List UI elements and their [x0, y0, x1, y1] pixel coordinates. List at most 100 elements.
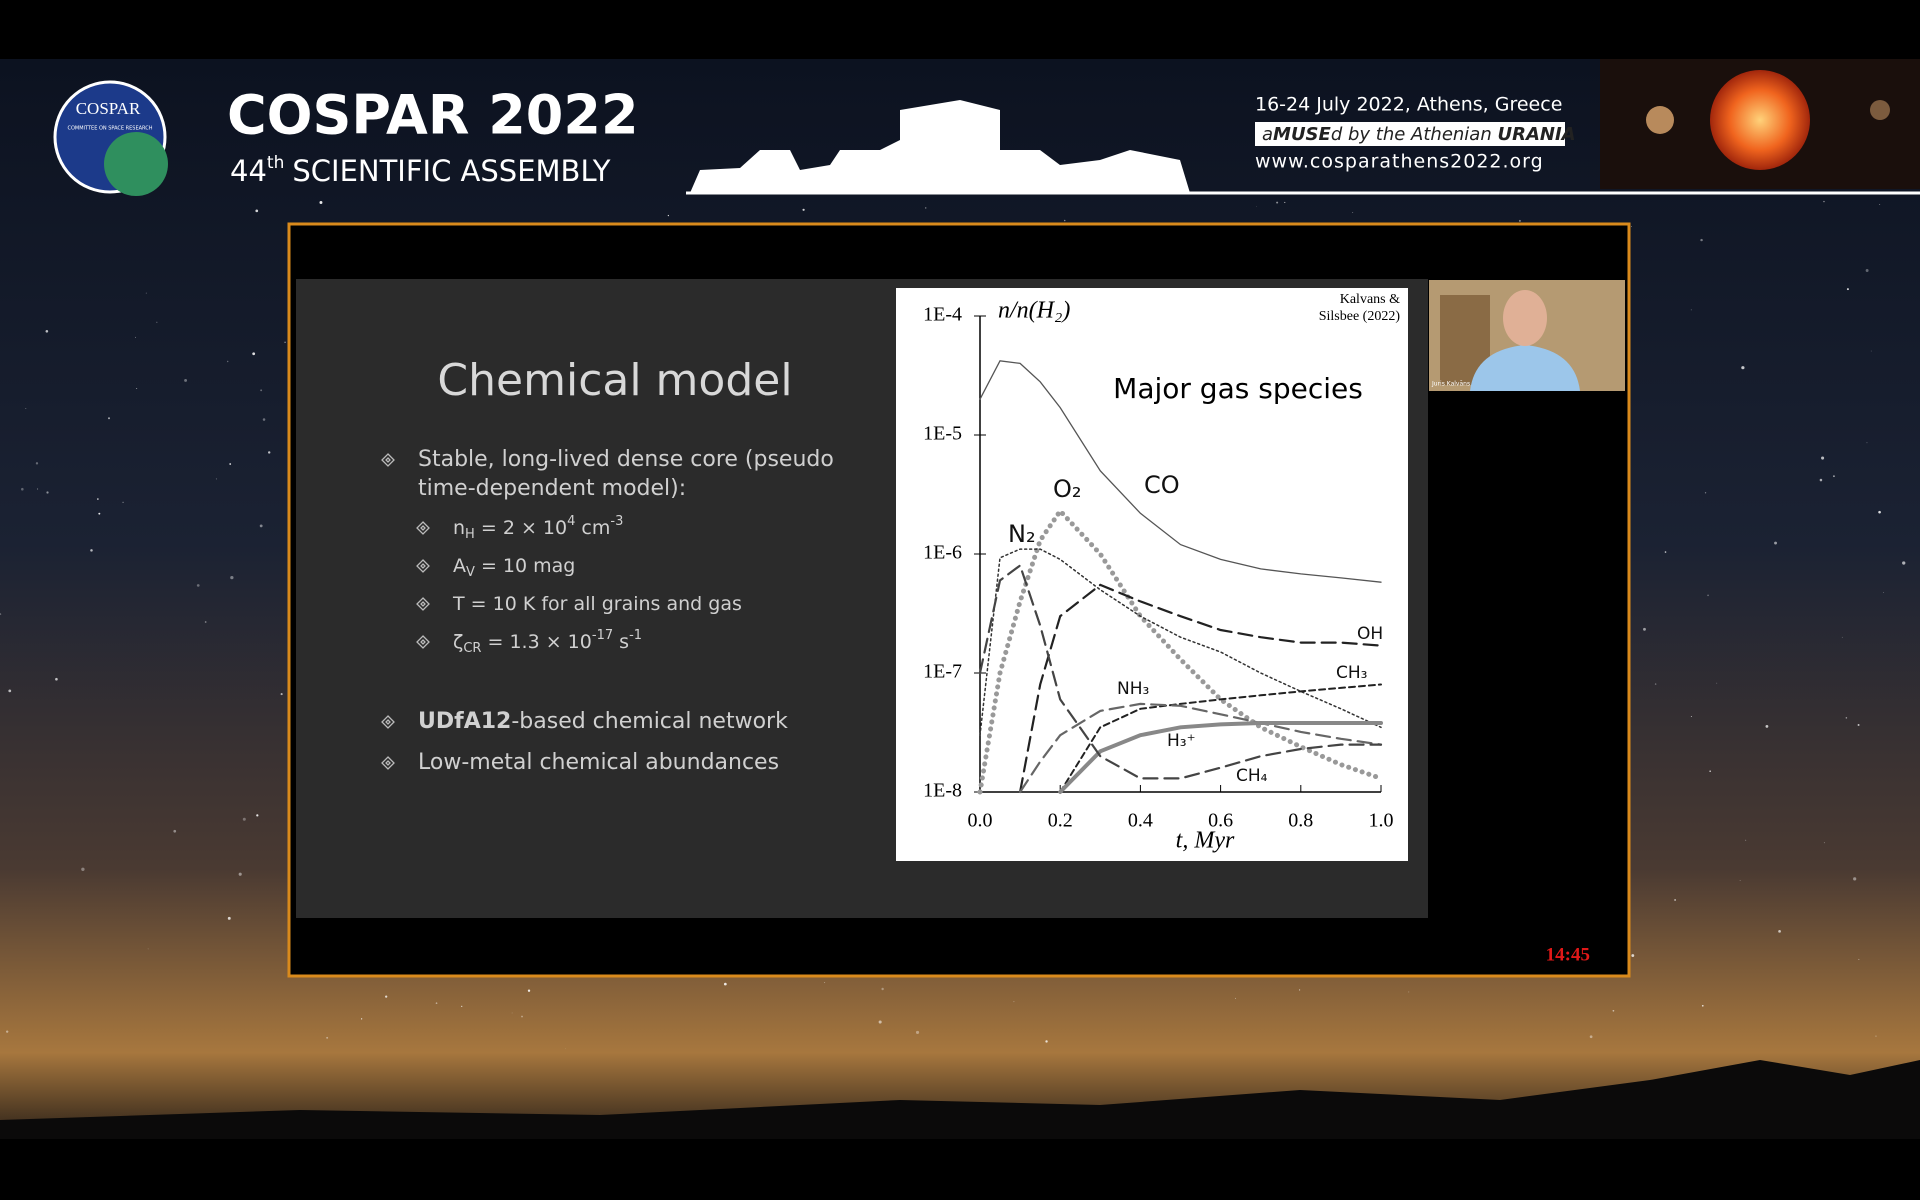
bullet-part: -3 [610, 514, 623, 529]
bullet-text: Low-metal chemical abundances [418, 750, 779, 775]
webcam-caption: Juris Kalvāns [1431, 381, 1470, 388]
star [1631, 226, 1632, 227]
header-url: www.cosparathens2022.org [1255, 151, 1544, 173]
star [1823, 200, 1825, 203]
chart-title: Major gas species [1113, 372, 1363, 405]
star [35, 462, 39, 465]
header-title: COSPAR 2022 [227, 84, 639, 147]
y-tick-label: 1E-8 [923, 780, 962, 802]
series-line [979, 360, 1382, 583]
series-line [1019, 702, 1383, 794]
star [878, 1020, 882, 1024]
series-label: OH [1357, 624, 1383, 644]
star [284, 341, 286, 343]
bullet-part: ζ [453, 631, 463, 653]
star [925, 207, 927, 209]
bullet-marker [381, 715, 395, 729]
bullet-part: = 2 × 10 [475, 517, 567, 539]
star [1045, 1040, 1048, 1043]
star [1690, 716, 1692, 718]
star [1765, 724, 1769, 728]
chart: 1E-8 1E-7 1E-6 1E-5 1E-4 0.0 0.2 0.4 0.6 0.8 1.0 n/… [923, 292, 1400, 853]
star [527, 989, 531, 992]
star [1518, 219, 1521, 222]
series-label: O₂ [1053, 475, 1082, 503]
star [226, 360, 229, 363]
star [667, 214, 670, 217]
star [802, 208, 805, 211]
star [262, 418, 266, 421]
header-dates: 16-24 July 2022, Athens, Greece [1255, 94, 1562, 116]
star [521, 1015, 523, 1018]
series-label: NH₃ [1117, 679, 1149, 699]
star [90, 549, 93, 552]
star [156, 321, 158, 323]
star [1870, 350, 1872, 352]
star [1846, 288, 1849, 291]
star [280, 693, 283, 696]
bullet-part: H [465, 527, 475, 542]
bullet-marker [416, 597, 430, 611]
star [1664, 551, 1667, 553]
star [915, 1030, 920, 1035]
y-axis-label: n/n(H₂) [998, 298, 1070, 324]
bullet-text: Stable, long-lived dense core (pseudo [418, 447, 834, 472]
athens-skyline [690, 100, 1190, 193]
star [1299, 989, 1301, 991]
bullet-marker [416, 559, 430, 573]
logo-small: COMMITTEE ON SPACE RESEARCH [67, 126, 152, 132]
star [1234, 997, 1236, 999]
star [255, 209, 259, 213]
series-label: H₃⁺ [1167, 731, 1196, 751]
star [1013, 1001, 1015, 1003]
star [122, 501, 124, 503]
bullet-text: UDfA12-based chemical network [418, 709, 788, 734]
star [723, 982, 727, 986]
star [1866, 442, 1868, 444]
star [1690, 309, 1692, 311]
y-tick-label: 1E-7 [923, 661, 962, 683]
bullet-part: -based chemical network [511, 709, 788, 734]
star [1741, 366, 1745, 370]
mountains [0, 1060, 1920, 1139]
star [147, 948, 149, 950]
star [215, 478, 217, 480]
bullet-part: A [453, 555, 466, 577]
star [1745, 839, 1747, 841]
star [1589, 1035, 1593, 1039]
star [204, 621, 207, 623]
star [1878, 510, 1881, 514]
series-label: N₂ [1008, 520, 1036, 548]
bullet-part: n [453, 517, 465, 539]
bullet-marker [381, 453, 395, 467]
x-axis-label: t, Myr [1176, 828, 1235, 854]
star [1352, 211, 1354, 213]
bullet-text: T = 10 K for all grains and gas [452, 593, 742, 615]
series-label: CH₃ [1336, 663, 1367, 683]
star [55, 677, 58, 681]
star [360, 1018, 363, 1020]
star [81, 867, 85, 871]
series-line [1058, 721, 1383, 794]
star [1774, 541, 1777, 545]
bullet-part: time-dependent model): [418, 476, 686, 501]
tagline-part: URANIA [1497, 124, 1575, 145]
series-line [1059, 683, 1382, 793]
star [1701, 1004, 1704, 1007]
series-line [1019, 583, 1383, 794]
star [0, 613, 2, 616]
star [1883, 592, 1885, 594]
star [1063, 219, 1066, 222]
star [1643, 627, 1646, 631]
tagline-part: MUSE [1273, 124, 1331, 145]
star [1707, 594, 1709, 597]
star [1739, 880, 1741, 882]
star [511, 1012, 513, 1014]
tagline: aMUSEd by the Athenian URANIA [1262, 124, 1576, 145]
header-subtitle: 44th SCIENTIFIC ASSEMBLY [230, 153, 611, 188]
subtitle-text: SCIENTIFIC ASSEMBLY [292, 154, 610, 188]
star [8, 689, 12, 693]
bullet-marker [381, 756, 395, 770]
star [173, 829, 177, 833]
